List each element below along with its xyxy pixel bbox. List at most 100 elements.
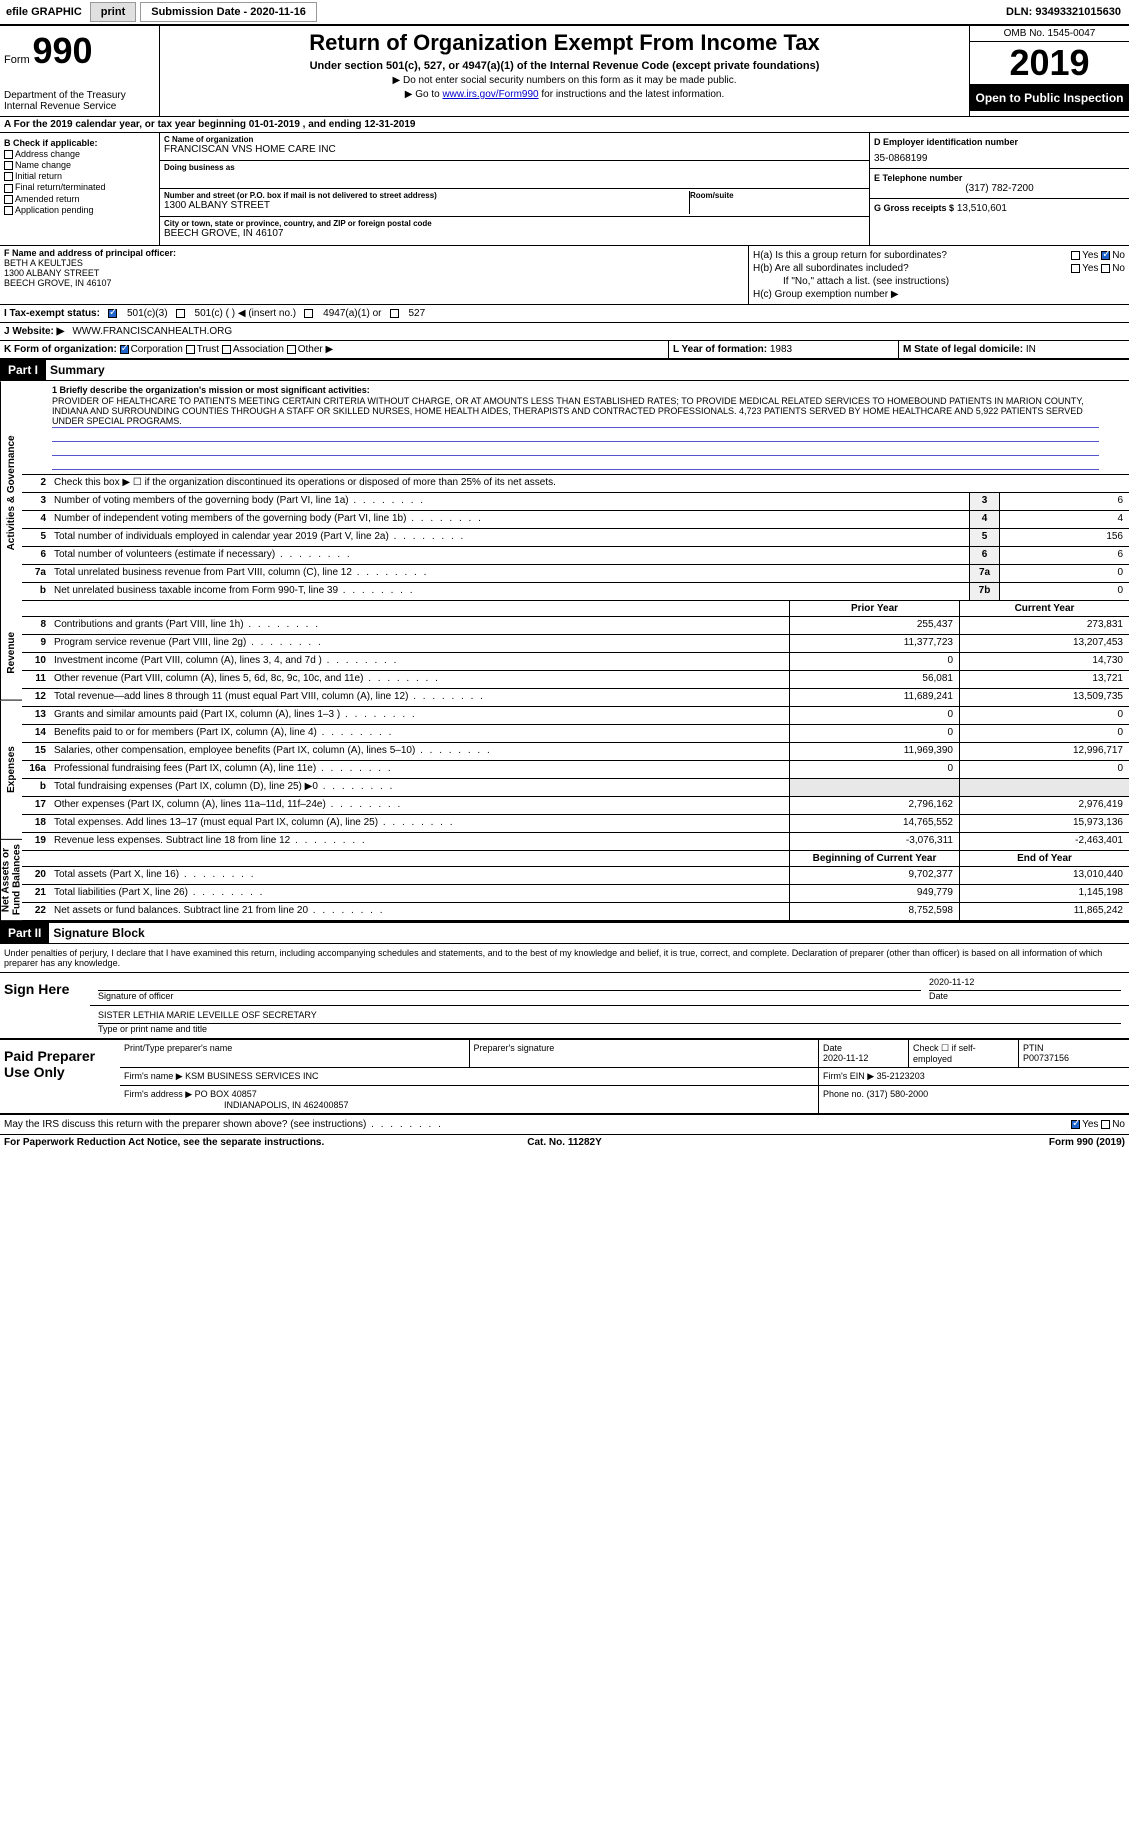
row-i-tax-status: I Tax-exempt status: 501(c)(3) 501(c) ( … [0, 305, 1129, 323]
firm-name: KSM BUSINESS SERVICES INC [185, 1071, 318, 1081]
mission-text: PROVIDER OF HEALTHCARE TO PATIENTS MEETI… [52, 395, 1099, 428]
efile-label: efile GRAPHIC [2, 6, 86, 18]
chk-trust[interactable] [186, 345, 195, 354]
year-formation: 1983 [770, 344, 792, 355]
summary-line: 8Contributions and grants (Part VIII, li… [22, 617, 1129, 635]
sig-date-label: Date [929, 991, 1121, 1001]
part1-body: Activities & Governance Revenue Expenses… [0, 381, 1129, 923]
chk-initial[interactable] [4, 172, 13, 181]
paid-preparer-block: Paid Preparer Use Only Print/Type prepar… [0, 1040, 1129, 1115]
ha-no[interactable] [1101, 251, 1110, 260]
dln: DLN: 93493321015630 [1006, 6, 1127, 18]
summary-line: 22Net assets or fund balances. Subtract … [22, 903, 1129, 921]
officer-typed-name: SISTER LETHIA MARIE LEVEILLE OSF SECRETA… [98, 1010, 1121, 1024]
officer-city: BEECH GROVE, IN 46107 [4, 278, 744, 288]
state-domicile: IN [1026, 344, 1036, 355]
prep-date-label: Date [823, 1043, 904, 1053]
chk-name-change[interactable] [4, 161, 13, 170]
chk-assoc[interactable] [222, 345, 231, 354]
form-header: Form 990 Department of the Treasury Inte… [0, 26, 1129, 117]
footer: For Paperwork Reduction Act Notice, see … [0, 1134, 1129, 1150]
firm-ein-label: Firm's EIN ▶ [823, 1071, 874, 1081]
website-value: WWW.FRANCISCANHEALTH.ORG [72, 326, 232, 337]
summary-line: 14Benefits paid to or for members (Part … [22, 725, 1129, 743]
discuss-row: May the IRS discuss this return with the… [0, 1115, 1129, 1134]
i-label: I Tax-exempt status: [4, 308, 100, 319]
room-label: Room/suite [690, 191, 865, 200]
summary-line: 9Program service revenue (Part VIII, lin… [22, 635, 1129, 653]
chk-other[interactable] [287, 345, 296, 354]
sign-here-block: Sign Here Signature of officer 2020-11-1… [0, 973, 1129, 1040]
paperwork-notice: For Paperwork Reduction Act Notice, see … [4, 1137, 378, 1148]
section-fh: F Name and address of principal officer:… [0, 246, 1129, 305]
mission-block: 1 Briefly describe the organization's mi… [22, 381, 1129, 475]
discuss-yes[interactable] [1071, 1120, 1080, 1129]
prep-date: 2020-11-12 [823, 1053, 904, 1063]
print-button[interactable]: print [90, 2, 136, 22]
j-label: J Website: ▶ [4, 326, 64, 337]
lbl-initial: Initial return [15, 171, 62, 181]
m-label: M State of legal domicile: [903, 344, 1023, 355]
omb-number: OMB No. 1545-0047 [970, 26, 1129, 42]
instr-pre: ▶ Go to [405, 89, 443, 100]
hb-note: If "No," attach a list. (see instruction… [753, 276, 1125, 287]
part1-title: Summary [46, 360, 109, 380]
part1-header: Part I Summary [0, 360, 1129, 381]
phone-label: E Telephone number [874, 173, 1125, 183]
prep-sig-label: Preparer's signature [474, 1043, 815, 1053]
city-value: BEECH GROVE, IN 46107 [164, 228, 865, 239]
k-label: K Form of organization: [4, 344, 117, 355]
chk-501c[interactable] [176, 309, 185, 318]
ein-label: D Employer identification number [874, 137, 1125, 147]
prep-name-label: Print/Type preparer's name [124, 1043, 465, 1053]
col-f-officer: F Name and address of principal officer:… [0, 246, 749, 304]
paid-preparer-label: Paid Preparer Use Only [0, 1040, 120, 1113]
chk-corp[interactable] [120, 345, 129, 354]
dept-treasury: Department of the Treasury [4, 90, 155, 101]
lbl-addr-change: Address change [15, 149, 80, 159]
chk-final[interactable] [4, 184, 13, 193]
tab-netassets: Net Assets or Fund Balances [0, 840, 22, 921]
tab-expenses: Expenses [0, 701, 22, 840]
summary-line: 13Grants and similar amounts paid (Part … [22, 707, 1129, 725]
firm-ein: 35-2123203 [877, 1071, 925, 1081]
ptin-label: PTIN [1023, 1043, 1125, 1053]
hb-no[interactable] [1101, 264, 1110, 273]
lbl-app-pending: Application pending [15, 205, 94, 215]
self-emp-label: Check ☐ if self-employed [909, 1040, 1019, 1067]
summary-line: 12Total revenue—add lines 8 through 11 (… [22, 689, 1129, 707]
chk-4947[interactable] [304, 309, 313, 318]
subtitle: Under section 501(c), 527, or 4947(a)(1)… [164, 60, 965, 72]
summary-line: 10Investment income (Part VIII, column (… [22, 653, 1129, 671]
discuss-no[interactable] [1101, 1120, 1110, 1129]
sig-date: 2020-11-12 [929, 977, 1121, 991]
ha-yes[interactable] [1071, 251, 1080, 260]
irs-link[interactable]: www.irs.gov/Form990 [442, 89, 538, 100]
gross-value: 13,510,601 [957, 203, 1007, 214]
col-current-year: Current Year [959, 601, 1129, 616]
hb-yes[interactable] [1071, 264, 1080, 273]
summary-line: 20Total assets (Part X, line 16)9,702,37… [22, 867, 1129, 885]
form-number: 990 [32, 30, 92, 71]
public-inspection: Open to Public Inspection [970, 85, 1129, 111]
sig-officer-label: Signature of officer [98, 991, 921, 1001]
lbl-name-change: Name change [15, 160, 71, 170]
city-label: City or town, state or province, country… [164, 219, 865, 228]
discuss-text: May the IRS discuss this return with the… [4, 1119, 1071, 1130]
chk-501c3[interactable] [108, 309, 117, 318]
type-name-label: Type or print name and title [98, 1024, 1121, 1034]
firm-addr-label: Firm's address ▶ [124, 1089, 192, 1099]
org-name: FRANCISCAN VNS HOME CARE INC [164, 144, 865, 155]
chk-app-pending[interactable] [4, 206, 13, 215]
officer-street: 1300 ALBANY STREET [4, 268, 744, 278]
officer-name: BETH A KEULTJES [4, 258, 744, 268]
tax-year: 2019 [970, 42, 1129, 85]
chk-amended[interactable] [4, 195, 13, 204]
irs-label: Internal Revenue Service [4, 101, 155, 112]
part2-title: Signature Block [49, 923, 148, 943]
chk-addr-change[interactable] [4, 150, 13, 159]
part2-badge: Part II [0, 923, 49, 943]
summary-line: 17Other expenses (Part IX, column (A), l… [22, 797, 1129, 815]
col-h-group: H(a) Is this a group return for subordin… [749, 246, 1129, 304]
chk-527[interactable] [390, 309, 399, 318]
